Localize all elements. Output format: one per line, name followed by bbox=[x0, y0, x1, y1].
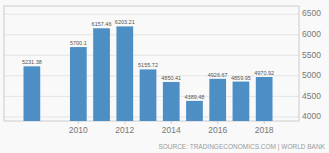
data-label: 5231.38 bbox=[22, 59, 42, 65]
bar bbox=[70, 47, 87, 121]
y-tick-label: 5000 bbox=[302, 70, 321, 80]
chart-container: 5231.38 5700.1 6157.466203.21 5155.72 4850.4… bbox=[0, 0, 329, 153]
bar bbox=[24, 66, 41, 121]
bar bbox=[186, 101, 203, 121]
bars bbox=[24, 26, 273, 121]
bar bbox=[233, 82, 250, 121]
grid-line bbox=[4, 34, 299, 35]
x-tick bbox=[124, 121, 125, 124]
y-tick-label: 6000 bbox=[302, 29, 321, 39]
x-tick-label: 2018 bbox=[255, 125, 274, 135]
bar bbox=[140, 69, 157, 121]
data-label: 5155.72 bbox=[138, 62, 158, 68]
data-label: 4389.48 bbox=[185, 94, 205, 100]
y-tick-label: 4500 bbox=[302, 91, 321, 101]
bar bbox=[256, 77, 273, 121]
data-label: 4970.92 bbox=[254, 70, 274, 76]
y-tick-label: 5500 bbox=[302, 50, 321, 60]
bar bbox=[163, 82, 180, 121]
x-tick-label: 2010 bbox=[69, 125, 88, 135]
y-tick-label: 6500 bbox=[302, 8, 321, 18]
y-tick-label: 4000 bbox=[302, 111, 321, 121]
data-label: 4926.67 bbox=[208, 72, 228, 78]
x-tick-label: 2014 bbox=[162, 125, 181, 135]
x-tick-label: 2012 bbox=[115, 125, 134, 135]
x-tick bbox=[78, 121, 79, 124]
bar bbox=[209, 79, 226, 121]
data-label: 6157.46 bbox=[92, 21, 112, 27]
x-tick-label: 2016 bbox=[208, 125, 227, 135]
x-tick bbox=[217, 121, 218, 124]
chart: 5231.38 5700.1 6157.466203.21 5155.72 4850.4… bbox=[0, 0, 329, 153]
bar bbox=[116, 26, 133, 121]
grid-line bbox=[4, 55, 299, 56]
data-label: 6203.21 bbox=[115, 19, 135, 25]
data-label: 5700.1 bbox=[70, 40, 87, 46]
bar bbox=[93, 28, 110, 121]
x-tick bbox=[171, 121, 172, 124]
x-tick bbox=[264, 121, 265, 124]
source-note: SOURCE: TRADINGECONOMICS.COM | WORLD BAN… bbox=[158, 143, 325, 151]
data-label: 4850.41 bbox=[161, 75, 181, 81]
grid-line bbox=[4, 14, 299, 15]
data-label: 4859.95 bbox=[231, 75, 251, 81]
